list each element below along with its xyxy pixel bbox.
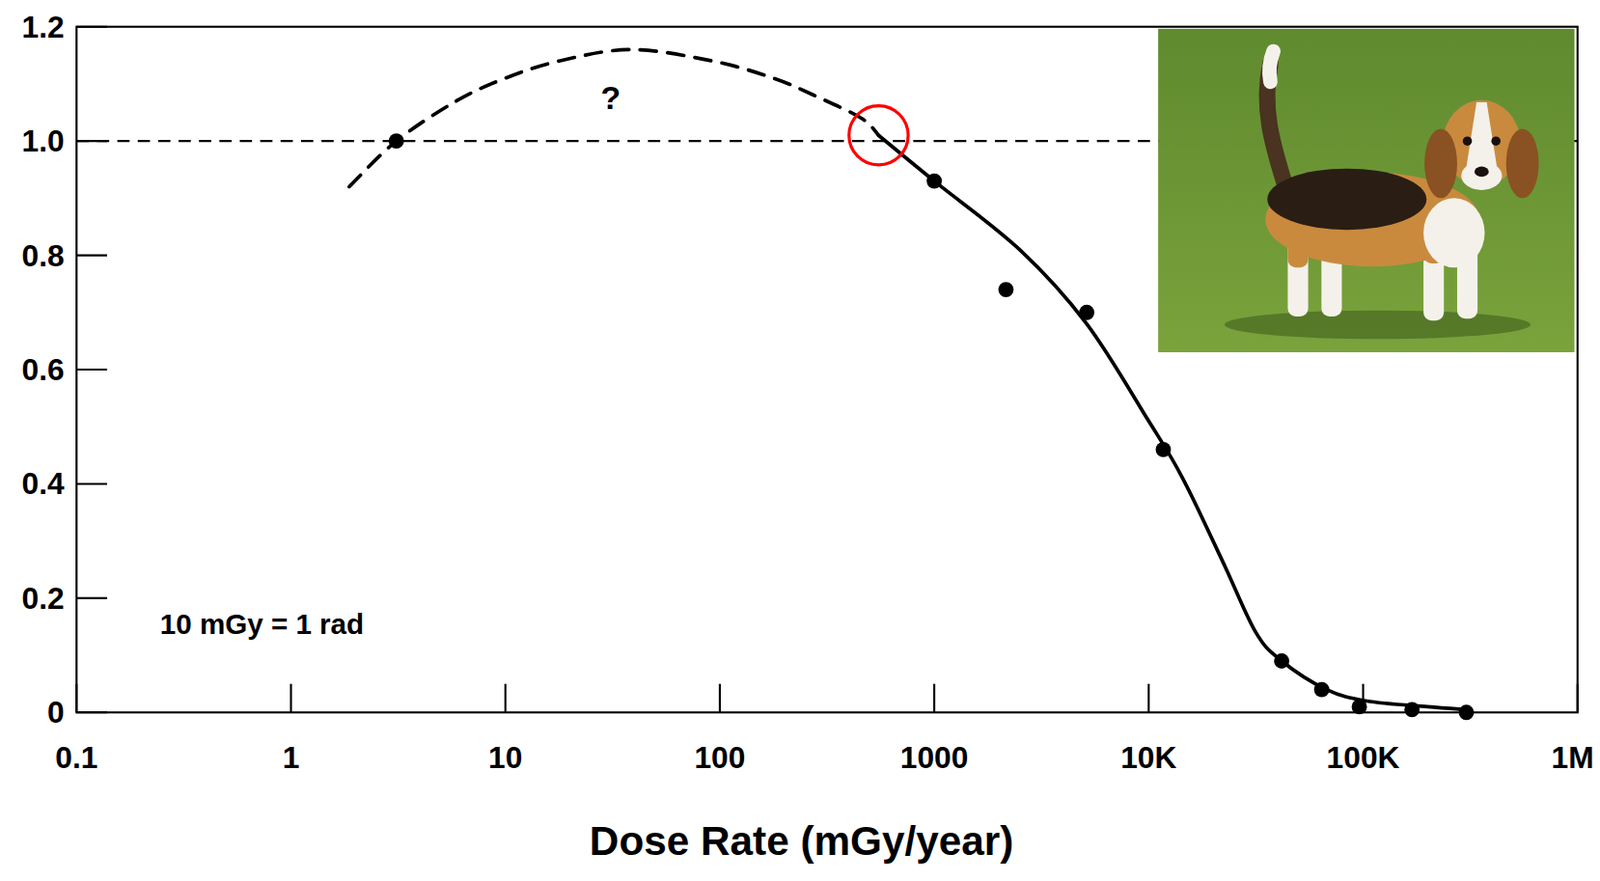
y-tick (76, 482, 108, 485)
x-axis-title: Dose Rate (mGy/year) (589, 818, 1014, 864)
y-tick (76, 26, 108, 28)
x-tick-label: 10K (1120, 740, 1177, 775)
data-point (1404, 701, 1420, 718)
y-tick-label: 0.4 (22, 466, 65, 501)
data-point (1078, 304, 1095, 321)
data-point (1156, 441, 1172, 458)
y-tick-label: 0 (47, 694, 65, 730)
y-tick-label: 1.2 (22, 9, 65, 45)
data-point (926, 173, 942, 190)
y-tick-label: 0.2 (22, 580, 65, 616)
curve (349, 49, 880, 187)
x-tick (504, 684, 507, 714)
plot-frame (76, 27, 1577, 714)
x-tick-label: 0.1 (55, 740, 98, 775)
data-point (998, 281, 1015, 298)
data-point (388, 133, 405, 149)
y-tick (76, 711, 108, 714)
y-tick-label: 0.8 (22, 238, 65, 274)
x-tick (718, 684, 721, 714)
x-tick-label: 10 (488, 740, 523, 775)
x-tick-label: 1000 (900, 740, 969, 775)
beagle-picture (1158, 28, 1574, 353)
x-tick (1576, 684, 1579, 714)
x-tick-label: 100 (693, 740, 745, 775)
x-tick (933, 684, 936, 714)
x-tick-label: 100K (1326, 740, 1401, 775)
data-point (1459, 704, 1475, 720)
data-point (1273, 653, 1290, 669)
y-tick-label: 0.6 (22, 352, 65, 387)
y-tick-label: 1.0 (22, 123, 65, 159)
x-tick-label: 1 (282, 740, 301, 775)
x-tick (1147, 684, 1150, 714)
y-tick (76, 368, 108, 371)
data-point (1351, 698, 1368, 715)
annotation: ? (601, 79, 622, 116)
data-point (1314, 682, 1330, 698)
x-tick (75, 684, 78, 714)
points (388, 106, 1475, 721)
x-tick-label: 1M (1551, 740, 1595, 775)
x-tick (289, 684, 292, 714)
y-tick (76, 597, 108, 600)
y-tick (76, 254, 108, 257)
annotation: 10 mGy = 1 rad (160, 607, 364, 640)
chart: 0.1 1 10 100 1000 10K 100K 1M 0 0.2 0.4 0.6 0.8 1.0 1.… (0, 0, 1600, 881)
highlight-ring (849, 106, 909, 166)
